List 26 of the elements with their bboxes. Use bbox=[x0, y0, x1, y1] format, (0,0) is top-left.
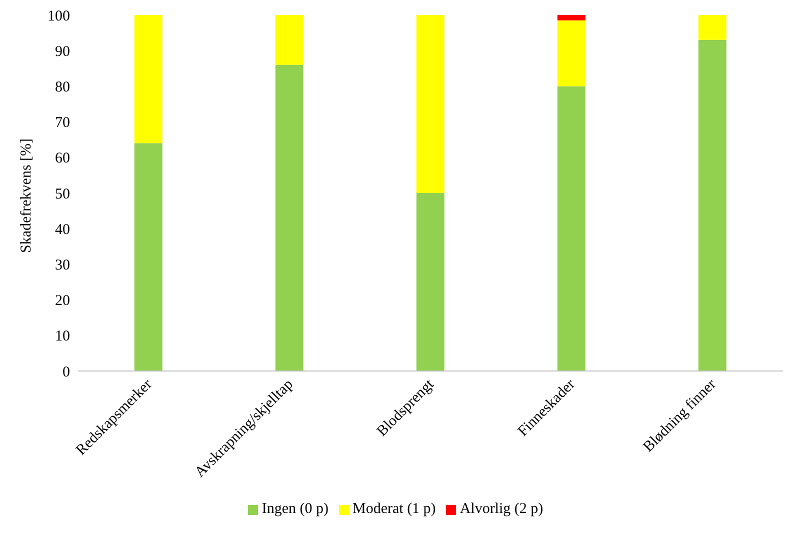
bar bbox=[134, 15, 162, 144]
bar bbox=[275, 15, 304, 65]
y-tick-label: 70 bbox=[55, 115, 70, 132]
bar bbox=[698, 15, 726, 40]
y-tick-label: 20 bbox=[55, 293, 70, 310]
y-tick-label: 0 bbox=[62, 364, 70, 380]
legend-label: Alvorlig (2 p) bbox=[460, 501, 544, 517]
y-tick-label: 40 bbox=[55, 222, 70, 238]
y-tick-label: 30 bbox=[55, 258, 70, 274]
bar bbox=[557, 86, 586, 371]
y-tick-label: 60 bbox=[55, 150, 70, 167]
bar bbox=[416, 193, 444, 371]
bar bbox=[557, 20, 586, 86]
legend-label: Ingen (0 p) bbox=[262, 501, 328, 517]
bar bbox=[134, 143, 162, 371]
y-tick-label: 80 bbox=[55, 80, 70, 96]
bar bbox=[698, 40, 726, 371]
y-axis-title: Skadefrekvens [%] bbox=[18, 138, 34, 253]
y-tick-label: 50 bbox=[55, 186, 70, 202]
bar bbox=[557, 15, 586, 20]
y-tick-label: 90 bbox=[55, 44, 70, 60]
legend-label: Moderat (1 p) bbox=[352, 501, 436, 517]
y-tick-label: 100 bbox=[48, 8, 70, 24]
y-tick-label: 10 bbox=[55, 328, 70, 345]
bar bbox=[416, 15, 444, 193]
bar bbox=[275, 64, 304, 371]
